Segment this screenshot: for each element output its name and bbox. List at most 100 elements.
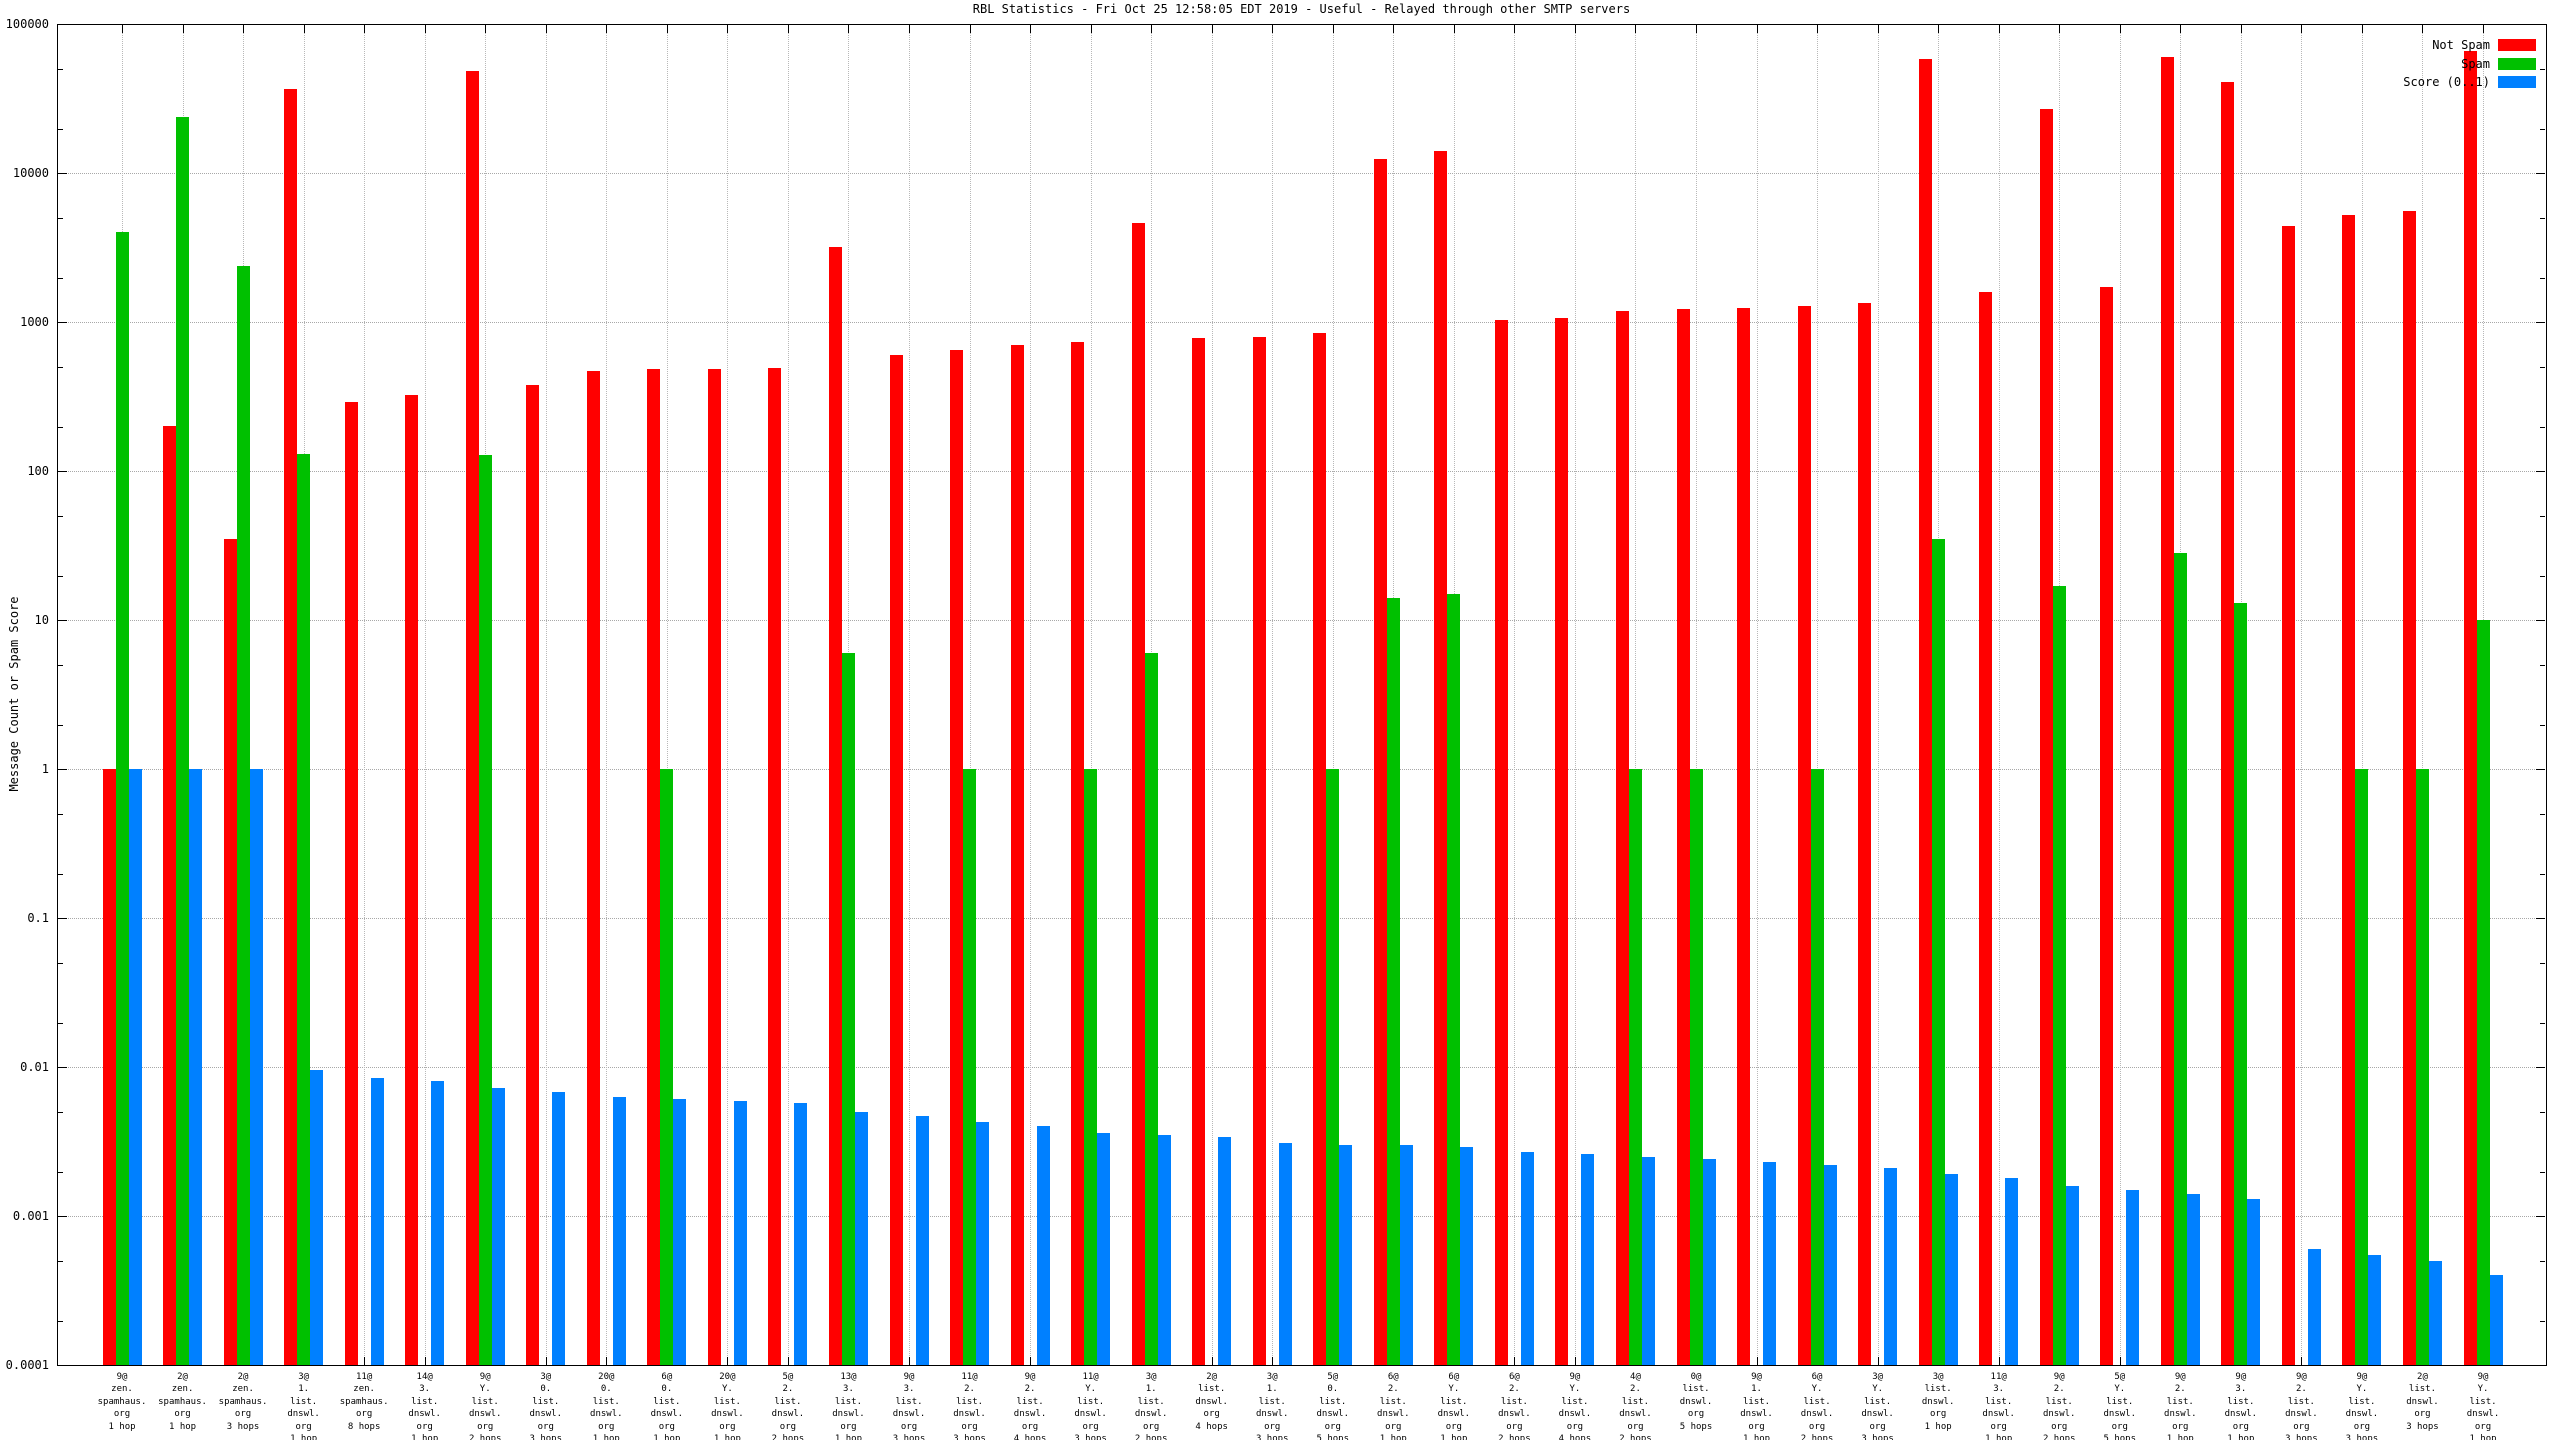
y-minor-tick — [58, 68, 63, 70]
y-tick-label: 100 — [27, 464, 49, 478]
x-top-tick — [2483, 25, 2484, 33]
legend-row: Spam — [2286, 57, 2536, 71]
legend: Not Spam Spam Score (0..1) — [2286, 38, 2536, 98]
x-top-tick — [2180, 25, 2182, 33]
bar-not-spam — [1979, 291, 1993, 1365]
x-category-label: 2@ zen. spamhaus. org 3 hops — [218, 1372, 268, 1432]
bar-spam — [1447, 593, 1461, 1365]
bar-spam — [2415, 769, 2429, 1365]
x-top-tick — [1030, 25, 1032, 33]
bar-not-spam — [2463, 50, 2477, 1365]
bar-not-spam — [647, 369, 661, 1365]
bar-score — [2368, 1254, 2382, 1365]
bar-not-spam — [1615, 311, 1629, 1365]
x-top-tick — [848, 25, 850, 33]
x-category-label: 9@ 2. list. dnswl. org 2 hops — [2042, 1372, 2076, 1440]
x-gridline — [2119, 25, 2121, 1364]
x-bottom-tick — [1211, 1357, 1213, 1365]
bar-score — [2428, 1260, 2442, 1365]
x-top-tick — [1151, 25, 1153, 33]
bar-spam — [963, 769, 977, 1365]
x-bottom-tick — [1272, 1357, 1274, 1365]
y-minor-tick — [2540, 1260, 2545, 1262]
y-minor-tick — [58, 962, 63, 964]
y-minor-tick — [58, 1171, 63, 1173]
x-category-label: 3@ Y. list. dnswl. org 3 hops — [1861, 1372, 1894, 1440]
bar-not-spam — [707, 369, 721, 1365]
x-category-label: 20@ Y. list. dnswl. org 1 hop — [711, 1372, 744, 1440]
x-gridline — [2361, 25, 2363, 1364]
y-minor-tick — [2540, 1111, 2545, 1113]
legend-row: Score (0..1) — [2286, 75, 2536, 89]
x-category-label: 9@ Y. list. dnswl. org 3 hops — [2345, 1372, 2379, 1440]
x-category-label: 9@ Y. list. dnswl. org 2 hops — [468, 1372, 502, 1440]
x-category-label: 3@ 0. list. dnswl. org 3 hops — [529, 1372, 563, 1440]
y-gridline — [58, 322, 2545, 323]
x-gridline — [1272, 25, 1274, 1364]
bar-score — [1702, 1159, 1716, 1365]
bar-score — [1218, 1136, 1232, 1365]
x-category-label: 11@ Y. list. dnswl. org 3 hops — [1074, 1372, 1107, 1440]
bar-not-spam — [586, 370, 600, 1365]
x-category-label: 3@ 1. list. dnswl. org 3 hops — [1255, 1372, 1289, 1440]
bar-not-spam — [2100, 286, 2114, 1365]
x-gridline — [1514, 25, 1516, 1364]
x-top-tick — [2361, 25, 2363, 33]
y-minor-tick — [2540, 1022, 2545, 1024]
y-major-tick — [2536, 173, 2545, 174]
y-major-tick — [58, 620, 67, 621]
y-minor-tick — [2540, 217, 2545, 219]
x-category-label: 9@ 2. list. dnswl. org 1 hop — [2164, 1372, 2197, 1440]
x-gridline — [1574, 25, 1576, 1364]
x-gridline — [787, 25, 789, 1364]
x-bottom-tick — [787, 1357, 789, 1365]
bar-spam — [297, 454, 311, 1365]
y-minor-tick — [58, 217, 63, 219]
x-category-label: 9@ zen. spamhaus. org 1 hop — [97, 1372, 147, 1432]
x-bottom-tick — [424, 1357, 426, 1365]
x-category-label: 9@ 2. list. dnswl. org 4 hops — [1013, 1372, 1047, 1440]
bar-not-spam — [102, 769, 116, 1365]
x-top-tick — [1817, 25, 1819, 33]
x-category-label: 6@ Y. list. dnswl. org 2 hops — [1800, 1372, 1834, 1440]
y-major-tick — [2536, 769, 2545, 770]
bar-not-spam — [2281, 226, 2295, 1365]
bar-not-spam — [1676, 309, 1690, 1365]
y-gridline — [58, 173, 2545, 174]
bar-not-spam — [1918, 59, 1932, 1365]
bar-not-spam — [828, 247, 842, 1365]
x-top-tick — [364, 25, 366, 33]
bar-score — [2126, 1189, 2140, 1365]
bar-score — [976, 1121, 990, 1365]
x-top-tick — [1998, 25, 2000, 33]
x-bottom-tick — [1877, 1357, 1879, 1365]
legend-swatch-score-0-1- — [2498, 76, 2536, 88]
y-minor-tick — [2540, 128, 2545, 130]
x-gridline — [2422, 25, 2424, 1364]
y-minor-tick — [2540, 68, 2545, 70]
y-minor-tick — [58, 128, 63, 130]
x-bottom-tick — [1756, 1357, 1758, 1365]
x-bottom-tick — [2301, 1357, 2303, 1365]
x-category-label: 5@ 2. list. dnswl. org 2 hops — [771, 1372, 805, 1440]
bar-not-spam — [768, 368, 782, 1365]
y-minor-tick — [2540, 724, 2545, 726]
x-category-label: 6@ Y. list. dnswl. org 1 hop — [1437, 1372, 1471, 1440]
y-minor-tick — [58, 575, 63, 577]
bar-not-spam — [1434, 150, 1448, 1365]
y-minor-tick — [58, 1111, 63, 1113]
bar-spam — [1084, 769, 1098, 1365]
x-category-label: 6@ 2. list. dnswl. org 1 hop — [1377, 1372, 1410, 1440]
y-major-tick — [58, 173, 67, 174]
bar-spam — [2173, 553, 2187, 1365]
y-minor-tick — [2540, 962, 2545, 964]
y-minor-tick — [58, 277, 63, 279]
x-top-tick — [1090, 25, 1092, 33]
x-top-tick — [243, 25, 245, 33]
x-top-tick — [606, 25, 608, 33]
y-major-tick — [58, 1216, 67, 1217]
bar-spam — [660, 769, 674, 1365]
bar-spam — [236, 265, 250, 1365]
bar-spam — [1628, 769, 1642, 1365]
chart-title: RBL Statistics - Fri Oct 25 12:58:05 EDT… — [972, 2, 1631, 16]
